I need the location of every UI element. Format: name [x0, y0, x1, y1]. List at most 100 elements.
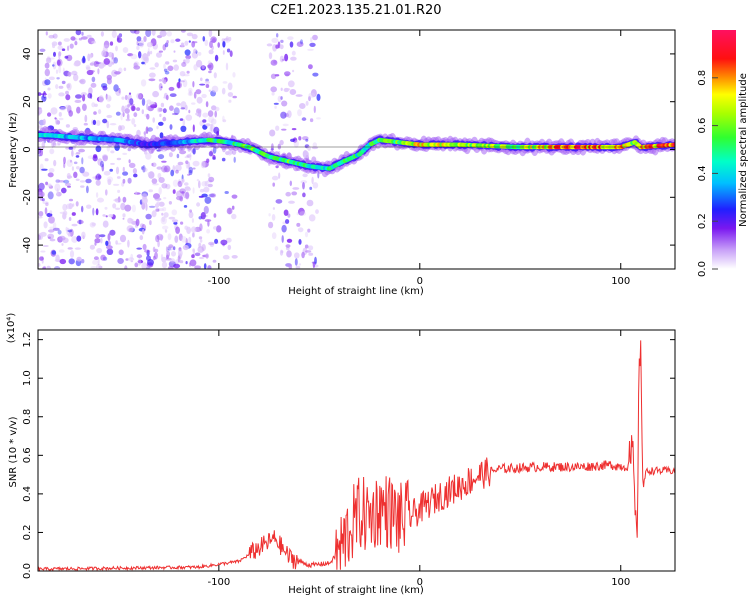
- noise-speckle: [188, 166, 193, 174]
- noise-speckle: [301, 251, 305, 259]
- noise-speckle: [119, 234, 127, 243]
- noise-speckle: [172, 59, 178, 63]
- noise-speckle: [178, 233, 183, 241]
- noise-speckle: [295, 94, 303, 97]
- noise-speckle: [313, 105, 316, 114]
- noise-speckle: [127, 53, 134, 57]
- noise-speckle: [101, 163, 105, 172]
- noise-speckle: [52, 64, 55, 67]
- noise-speckle: [224, 191, 229, 194]
- noise-speckle: [89, 244, 95, 250]
- noise-speckle: [47, 172, 54, 178]
- noise-speckle: [226, 207, 233, 215]
- colorbar-tick-label: 0.2: [697, 213, 708, 229]
- noise-speckle: [212, 155, 216, 160]
- noise-speckle: [146, 42, 153, 48]
- y-tick-label: 0.2: [22, 524, 33, 540]
- noise-speckle: [133, 192, 141, 195]
- noise-speckle: [145, 203, 148, 211]
- noise-speckle: [189, 152, 192, 161]
- noise-speckle: [294, 258, 298, 266]
- noise-speckle: [107, 240, 111, 247]
- noise-speckle: [146, 265, 149, 269]
- noise-speckle: [47, 183, 52, 187]
- noise-speckle: [120, 113, 123, 121]
- noise-speckle: [124, 204, 132, 212]
- noise-speckle: [81, 157, 84, 165]
- noise-speckle: [233, 156, 236, 163]
- noise-speckle: [312, 182, 319, 189]
- noise-speckle: [75, 155, 80, 158]
- noise-speckle: [106, 94, 112, 102]
- noise-speckle: [222, 115, 225, 122]
- noise-speckle: [81, 259, 85, 264]
- noise-speckle: [192, 232, 195, 238]
- noise-speckle: [208, 241, 215, 246]
- noise-speckle: [286, 238, 293, 243]
- noise-speckle: [71, 236, 78, 243]
- noise-speckle: [177, 254, 181, 263]
- noise-speckle: [122, 217, 125, 220]
- noise-speckle: [131, 204, 136, 213]
- noise-speckle: [214, 110, 217, 118]
- noise-speckle: [86, 34, 92, 38]
- noise-speckle: [298, 239, 302, 245]
- noise-speckle: [151, 162, 154, 167]
- noise-speckle: [285, 191, 292, 197]
- noise-speckle: [87, 93, 92, 99]
- noise-speckle: [308, 214, 316, 222]
- y-tick-label: -20: [22, 189, 33, 205]
- noise-speckle: [70, 36, 76, 41]
- noise-speckle: [163, 63, 166, 70]
- noise-speckle: [106, 245, 113, 250]
- noise-speckle: [63, 179, 70, 184]
- noise-speckle: [42, 201, 49, 205]
- noise-speckle: [51, 41, 58, 46]
- noise-speckle: [98, 109, 102, 115]
- noise-speckle: [92, 259, 98, 265]
- noise-speckle: [112, 183, 120, 186]
- noise-speckle: [176, 102, 181, 107]
- noise-speckle: [203, 186, 210, 193]
- noise-speckle: [191, 102, 196, 105]
- noise-speckle: [127, 239, 130, 248]
- noise-speckle: [181, 236, 187, 243]
- noise-speckle: [304, 244, 309, 249]
- noise-speckle: [95, 192, 99, 198]
- noise-speckle: [132, 168, 137, 174]
- noise-speckle: [192, 187, 195, 194]
- noise-speckle: [55, 69, 59, 74]
- noise-speckle: [87, 155, 94, 159]
- noise-speckle: [63, 38, 70, 42]
- noise-speckle: [168, 216, 176, 220]
- noise-speckle: [52, 61, 57, 70]
- noise-speckle: [216, 225, 222, 233]
- noise-speckle: [148, 78, 156, 82]
- noise-speckle: [141, 262, 148, 269]
- noise-speckle: [66, 159, 73, 167]
- noise-speckle: [191, 218, 194, 223]
- noise-speckle: [188, 87, 193, 93]
- noise-speckle: [165, 183, 171, 190]
- noise-speckle: [159, 113, 162, 118]
- noise-speckle: [72, 145, 76, 150]
- noise-speckle: [58, 51, 62, 57]
- noise-speckle: [93, 60, 100, 67]
- noise-speckle: [143, 36, 147, 42]
- noise-speckle: [286, 250, 292, 258]
- noise-speckle: [227, 82, 233, 91]
- noise-speckle: [52, 33, 58, 39]
- noise-speckle: [128, 92, 132, 95]
- noise-speckle: [152, 90, 160, 98]
- noise-speckle: [138, 40, 145, 48]
- noise-speckle: [81, 57, 86, 64]
- noise-speckle: [58, 85, 64, 89]
- noise-speckle: [171, 251, 176, 257]
- noise-speckle: [180, 42, 185, 47]
- noise-speckle: [210, 118, 217, 125]
- noise-speckle: [231, 194, 238, 199]
- noise-speckle: [155, 235, 160, 243]
- noise-speckle: [68, 258, 75, 265]
- noise-speckle: [192, 167, 196, 170]
